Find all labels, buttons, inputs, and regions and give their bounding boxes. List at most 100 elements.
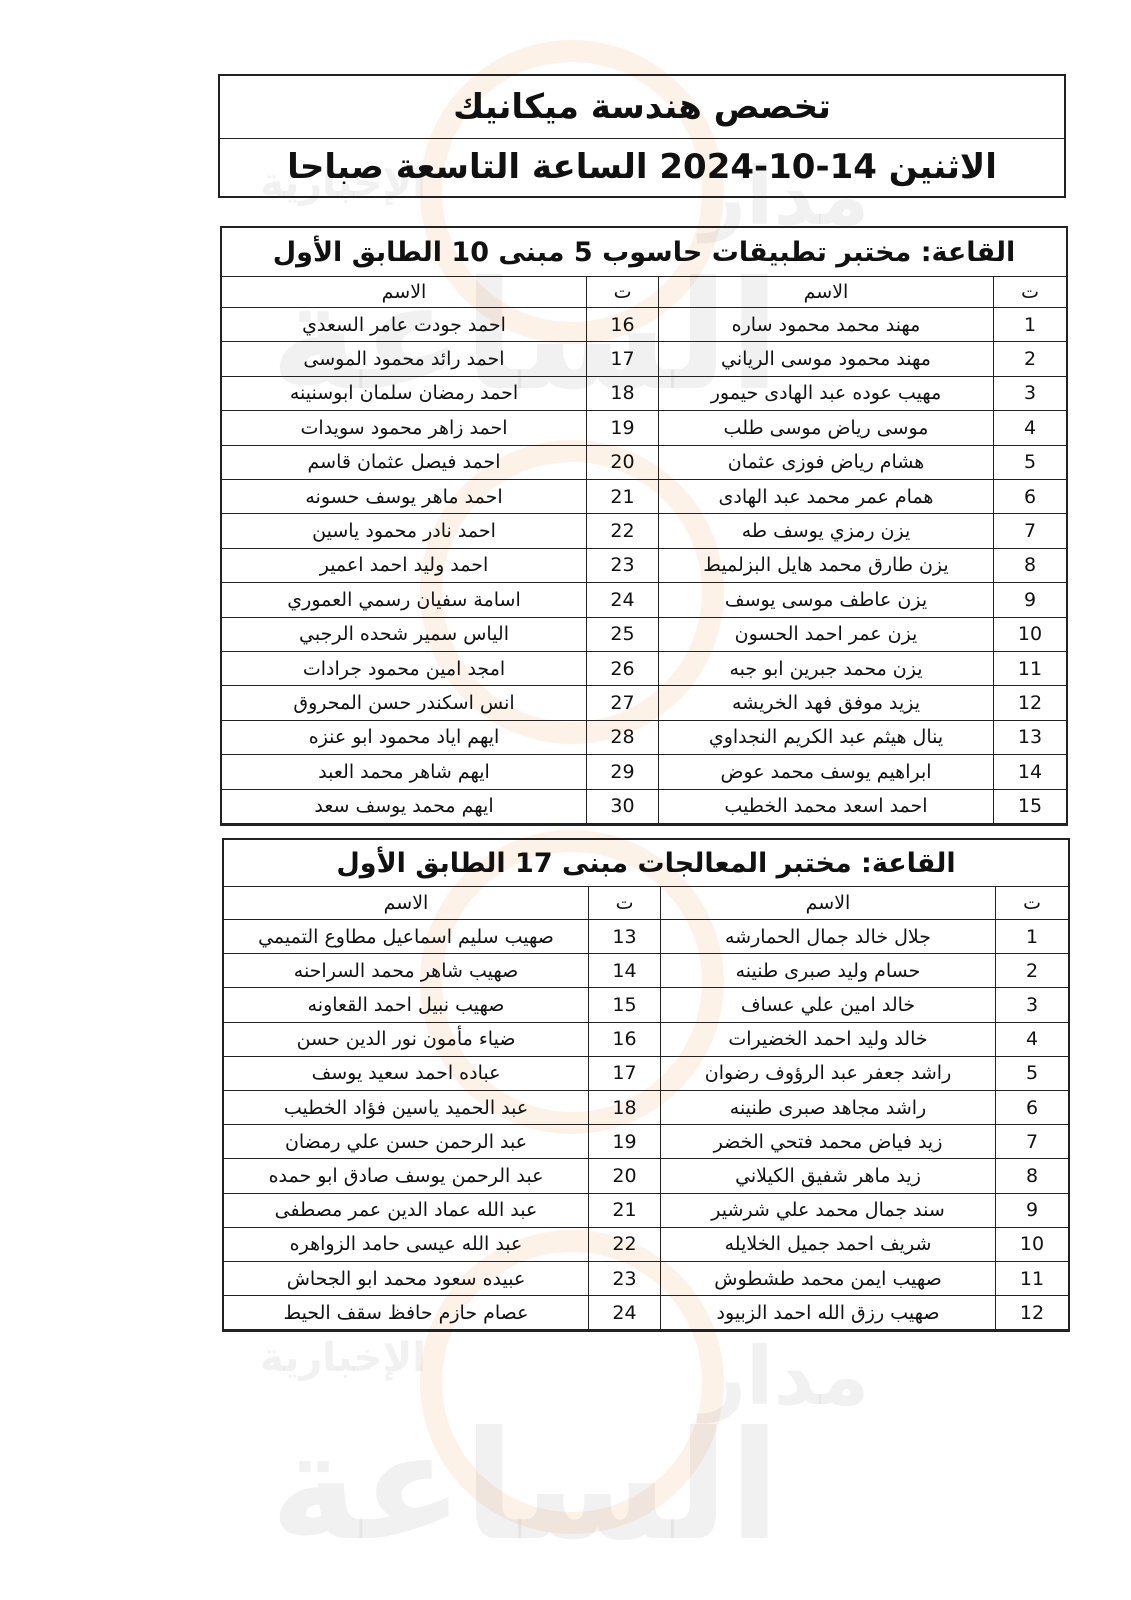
row-cell: هشام رياض فوزى عثمان: [658, 445, 993, 480]
row-cell: يزن طارق محمد هايل البزلميط: [658, 548, 993, 584]
row-cell: 21: [588, 1193, 660, 1228]
row-cell: احمد جودت عامر السعدي: [222, 308, 586, 343]
row-cell: 15: [588, 988, 660, 1023]
row-cell: احمد زاهر محمود سويدات: [222, 411, 586, 446]
watermark: الإخبارية: [260, 1335, 426, 1381]
row-cell: ايهم اياد محمود ابو عنزه: [222, 721, 586, 756]
row-cell: يزن عمر احمد الحسون: [658, 617, 993, 652]
row-cell: احمد فيصل عثمان قاسم: [222, 446, 586, 480]
header-title: تخصص هندسة ميكانيك: [220, 76, 1064, 139]
row-cell: 30: [586, 789, 658, 824]
row-cell: 25: [586, 617, 658, 652]
row-cell: 21: [586, 480, 658, 515]
row-cell: 29: [586, 755, 658, 790]
row-cell: 17: [586, 342, 658, 377]
row-cell: صهيب نبيل احمد القعاونه: [224, 988, 588, 1023]
column-header: ت: [993, 276, 1066, 308]
row-cell: مهيب عوده عبد الهادى حيمور: [658, 376, 993, 412]
row-cell: مهند محمد محمود ساره: [658, 308, 993, 343]
row-cell: مهند محمود موسى الرياني: [658, 342, 993, 377]
row-cell: 3: [995, 988, 1068, 1023]
row-cell: 20: [586, 445, 658, 480]
room-heading: القاعة: مختبر تطبيقات حاسوب 5 مبنى 10 ال…: [222, 228, 1066, 277]
watermark: الساعة: [270, 250, 781, 424]
watermark: الساعة: [270, 1400, 781, 1574]
row-cell: صهيب رزق الله احمد الزبيود: [660, 1296, 995, 1331]
row-cell: 14: [588, 954, 660, 989]
column-header: ت: [995, 886, 1068, 920]
row-cell: 22: [586, 514, 658, 549]
row-cell: عبيده سعود محمد ابو الجحاش: [224, 1262, 588, 1297]
row-cell: 8: [993, 548, 1066, 584]
header-subtitle: الاثنين 14-10-2024 الساعة التاسعة صباحا: [287, 147, 997, 187]
row-cell: 18: [586, 376, 658, 412]
row-cell: صهيب ايمن محمد طشطوش: [660, 1262, 995, 1297]
row-cell: 12: [993, 686, 1066, 721]
row-cell: ضياء مأمون نور الدين حسن: [224, 1023, 588, 1057]
row-cell: 23: [586, 548, 658, 584]
row-cell: 9: [995, 1193, 1068, 1228]
column-header: الاسم: [660, 886, 995, 920]
row-cell: 6: [993, 480, 1066, 515]
row-cell: 2: [995, 954, 1068, 989]
row-cell: 6: [995, 1091, 1068, 1126]
row-cell: زيد ماهر شفيق الكيلاني: [660, 1159, 995, 1194]
row-cell: 4: [995, 1022, 1068, 1057]
row-cell: احمد رائد محمود الموسى: [222, 342, 586, 377]
row-cell: زيد فياض محمد فتحي الخضر: [660, 1125, 995, 1160]
row-cell: 5: [995, 1056, 1068, 1091]
table-box: القاعة: مختبر المعالجات مبنى 17 الطابق ا…: [222, 838, 1070, 1333]
row-cell: 5: [993, 445, 1066, 480]
row-cell: 27: [586, 686, 658, 721]
row-cell: 3: [993, 376, 1066, 412]
row-cell: 7: [993, 514, 1066, 549]
row-cell: 24: [586, 583, 658, 618]
row-cell: الياس سمير شحده الرجبي: [222, 618, 586, 652]
row-cell: 11: [993, 652, 1066, 687]
column-header: ت: [586, 276, 658, 308]
row-cell: اسامة سفيان رسمي العموري: [222, 583, 586, 618]
row-cell: 11: [995, 1262, 1068, 1297]
row-cell: 7: [995, 1125, 1068, 1160]
row-cell: ايهم شاهر محمد العبد: [222, 755, 586, 790]
row-cell: 23: [588, 1262, 660, 1297]
row-cell: 17: [588, 1056, 660, 1091]
row-cell: 12: [995, 1296, 1068, 1331]
row-cell: 22: [588, 1227, 660, 1262]
row-cell: حسام وليد صبرى طنينه: [660, 954, 995, 989]
watermark: مدار: [700, 1330, 870, 1423]
row-cell: يزيد موفق فهد الخريشه: [658, 686, 993, 721]
row-cell: يزن عاطف موسى يوسف: [658, 583, 993, 618]
row-cell: احمد ماهر يوسف حسونه: [222, 480, 586, 515]
column-header: الاسم: [222, 276, 586, 308]
row-cell: موسى رياض موسى طلب: [658, 411, 993, 446]
row-cell: عبد الرحمن يوسف صادق ابو حمده: [224, 1159, 588, 1194]
row-cell: 26: [586, 652, 658, 687]
row-cell: 2: [993, 342, 1066, 377]
table-box: القاعة: مختبر تطبيقات حاسوب 5 مبنى 10 ال…: [220, 226, 1068, 826]
row-cell: 10: [995, 1227, 1068, 1262]
row-cell: احمد وليد احمد اعمير: [222, 549, 586, 584]
row-cell: همام عمر محمد عبد الهادى: [658, 480, 993, 515]
row-cell: عباده احمد سعيد يوسف: [224, 1057, 588, 1091]
row-cell: صهيب شاهر محمد السراحنه: [224, 954, 588, 989]
row-cell: 13: [993, 720, 1066, 756]
row-cell: عبد الله عيسى حامد الزواهره: [224, 1228, 588, 1262]
row-cell: خالد امين علي عساف: [660, 988, 995, 1023]
row-cell: عبد الرحمن حسن علي رمضان: [224, 1125, 588, 1160]
column-header: الاسم: [224, 886, 588, 920]
row-cell: احمد اسعد محمد الخطيب: [658, 789, 993, 824]
row-cell: 18: [588, 1091, 660, 1126]
row-cell: عبد الله عماد الدين عمر مصطفى: [224, 1194, 588, 1228]
row-cell: راشد جعفر عبد الرؤوف رضوان: [660, 1056, 995, 1091]
row-cell: 1: [993, 308, 1066, 343]
room-heading: القاعة: مختبر المعالجات مبنى 17 الطابق ا…: [224, 840, 1068, 887]
row-cell: 28: [586, 720, 658, 756]
column-header: الاسم: [658, 276, 993, 308]
row-cell: 13: [588, 920, 660, 955]
row-cell: 24: [588, 1296, 660, 1331]
row-cell: عصام حازم حافظ سقف الحيط: [224, 1296, 588, 1331]
row-cell: امجد امين محمود جرادات: [222, 652, 586, 687]
row-cell: 15: [993, 789, 1066, 824]
row-cell: شريف احمد جميل الخلايله: [660, 1227, 995, 1262]
